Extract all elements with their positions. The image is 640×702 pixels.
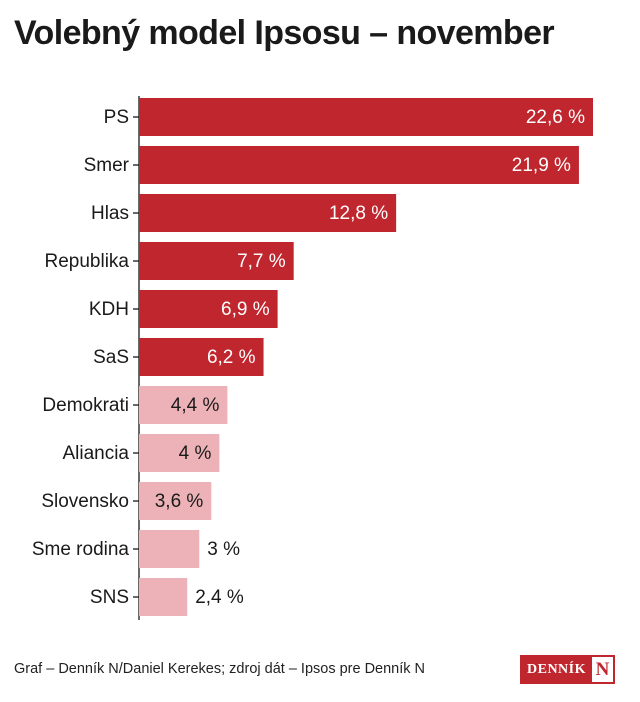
bar — [139, 530, 200, 568]
logo-wordmark: DENNÍK — [520, 655, 591, 684]
category-label: PS — [104, 107, 129, 128]
value-label: 7,7 % — [237, 251, 286, 272]
chart-title: Volebný model Ipsosu – november — [14, 14, 555, 52]
value-label: 12,8 % — [329, 203, 388, 224]
bar — [139, 194, 397, 232]
category-label: SaS — [93, 347, 129, 368]
category-label: Smer — [84, 155, 130, 176]
value-label: 6,2 % — [207, 347, 256, 368]
value-label: 2,4 % — [195, 587, 244, 608]
category-label: KDH — [89, 299, 129, 320]
dennik-n-logo[interactable]: DENNÍK N — [520, 655, 616, 684]
value-label: 3 % — [207, 539, 240, 560]
bar — [139, 338, 264, 376]
bar — [139, 146, 579, 184]
bar — [139, 242, 294, 280]
category-label: Aliancia — [62, 443, 129, 464]
bar-chart: PS 22,6 % Smer 21,9 % Hlas 12,8 % Republika 7,7… — [32, 96, 593, 620]
category-label: Hlas — [91, 203, 129, 224]
logo-n-icon: N — [590, 655, 616, 684]
value-label: 3,6 % — [155, 491, 204, 512]
value-label: 22,6 % — [526, 107, 585, 128]
value-label: 4,4 % — [171, 395, 220, 416]
category-label: Slovensko — [41, 491, 129, 512]
category-label: Demokrati — [42, 395, 129, 416]
category-label: Sme rodina — [32, 539, 130, 560]
bar — [139, 290, 278, 328]
value-label: 4 % — [179, 443, 212, 464]
bar — [139, 482, 212, 520]
bar — [139, 434, 220, 472]
category-label: Republika — [45, 251, 130, 272]
bar — [139, 386, 228, 424]
bar — [139, 98, 593, 136]
category-label: SNS — [90, 587, 129, 608]
value-label: 21,9 % — [512, 155, 571, 176]
source-credit: Graf – Denník N/Daniel Kerekes; zdroj dá… — [14, 661, 426, 677]
value-label: 6,9 % — [221, 299, 270, 320]
bar — [139, 578, 188, 616]
